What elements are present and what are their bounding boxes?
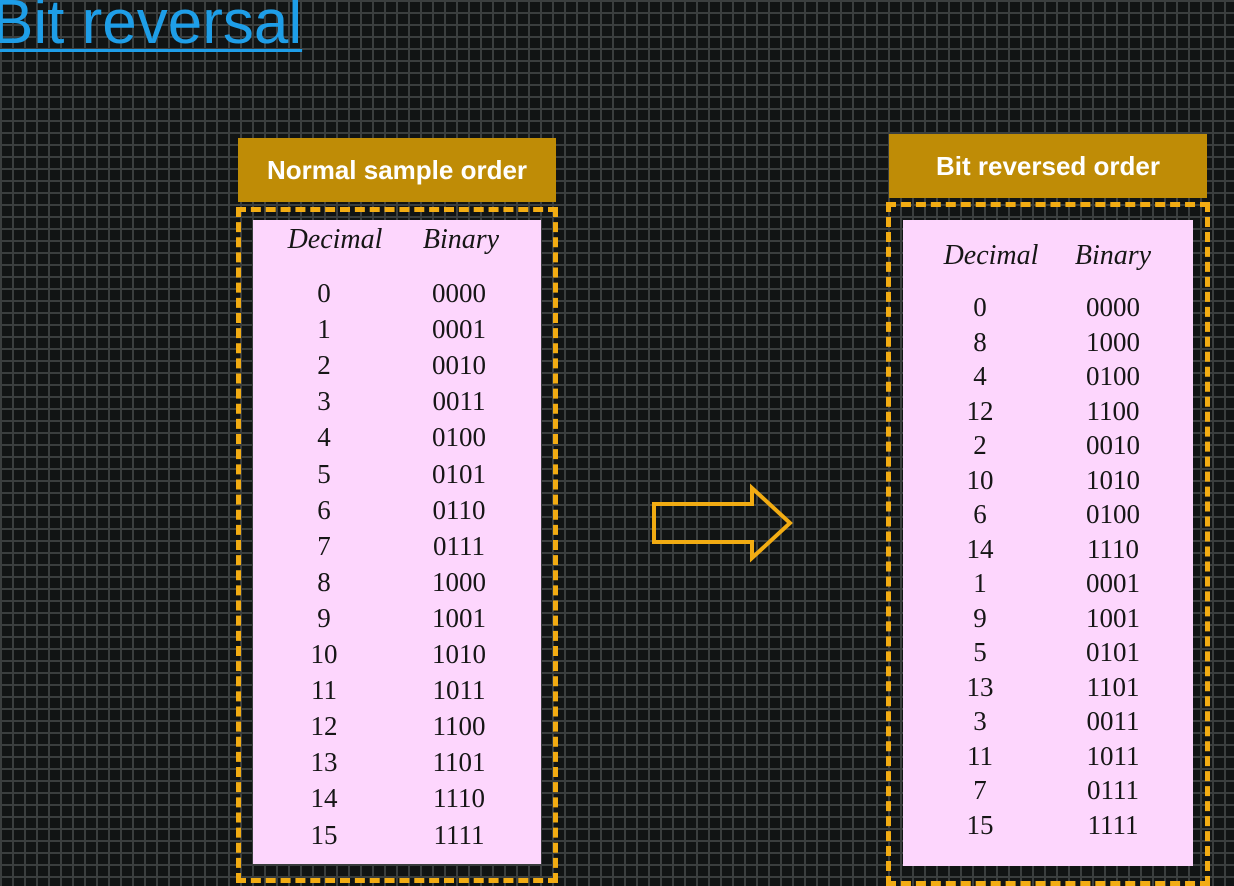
decimal-cell: 7 <box>317 530 331 561</box>
binary-cell: 1001 <box>1086 602 1140 633</box>
decimal-cell: 6 <box>973 499 987 529</box>
binary-cell: 1110 <box>433 783 485 814</box>
binary-cell: 1011 <box>432 675 486 706</box>
binary-cell: 1100 <box>1086 395 1140 426</box>
decimal-cell: 8 <box>317 566 331 597</box>
right-col-binary: Binary <box>1074 240 1152 271</box>
decimal-cell: 5 <box>317 458 331 489</box>
decimal-cell: 8 <box>973 326 987 357</box>
decimal-cell: 0 <box>973 292 987 322</box>
decimal-cell: 12 <box>310 711 338 742</box>
binary-cell: 0100 <box>1086 499 1140 529</box>
binary-cell: 1000 <box>432 566 486 597</box>
binary-cell: 1010 <box>432 639 486 669</box>
binary-cell: 1101 <box>432 747 486 778</box>
decimal-cell: 12 <box>966 395 994 426</box>
decimal-cell: 11 <box>967 740 993 771</box>
decimal-cell: 4 <box>317 422 331 453</box>
binary-cell: 0000 <box>1086 292 1140 322</box>
left-panel-header: Normal sample order <box>238 138 556 202</box>
binary-cell: 1110 <box>1087 533 1139 564</box>
binary-cell: 0001 <box>1086 568 1140 598</box>
decimal-cell: 10 <box>310 639 338 669</box>
decimal-cell: 15 <box>966 809 994 840</box>
left-col-decimal: Decimal <box>287 224 383 255</box>
binary-cell: 0011 <box>1086 706 1140 736</box>
binary-cell: 0101 <box>1086 637 1140 667</box>
decimal-cell: 15 <box>310 819 338 850</box>
binary-cell: 0010 <box>1086 430 1140 460</box>
right-table: Decimal Binary 0 0000 8 1000 4 0100 12 1100 2 001… <box>903 220 1193 866</box>
binary-cell: 0000 <box>432 278 486 308</box>
decimal-cell: 7 <box>973 775 987 805</box>
left-col-binary: Binary <box>422 224 500 255</box>
binary-cell: 1001 <box>432 602 486 633</box>
decimal-cell: 2 <box>973 430 987 460</box>
decimal-cell: 9 <box>317 602 331 633</box>
binary-cell: 0110 <box>432 494 486 525</box>
binary-cell: 0111 <box>433 530 485 561</box>
decimal-cell: 1 <box>973 568 987 598</box>
decimal-cell: 3 <box>317 386 331 417</box>
decimal-cell: 11 <box>311 675 337 706</box>
binary-cell: 1100 <box>432 711 486 742</box>
decimal-cell: 0 <box>317 278 331 308</box>
slide-title: Bit reversal <box>0 0 303 57</box>
binary-cell: 1010 <box>1086 464 1140 495</box>
decimal-cell: 14 <box>966 533 994 564</box>
binary-cell: 1111 <box>433 819 485 850</box>
decimal-cell: 9 <box>973 602 987 633</box>
binary-cell: 1011 <box>1086 740 1140 771</box>
decimal-cell: 2 <box>317 350 331 381</box>
binary-cell: 0101 <box>432 458 486 489</box>
decimal-cell: 10 <box>966 464 994 495</box>
binary-cell: 0111 <box>1087 775 1139 805</box>
decimal-cell: 4 <box>973 361 987 391</box>
decimal-cell: 6 <box>317 494 331 525</box>
binary-cell: 0100 <box>432 422 486 453</box>
binary-cell: 1101 <box>1086 671 1140 702</box>
binary-cell: 0010 <box>432 350 486 381</box>
binary-cell: 0011 <box>432 386 486 417</box>
binary-cell: 0100 <box>1086 361 1140 391</box>
decimal-cell: 14 <box>310 783 338 814</box>
decimal-cell: 13 <box>310 747 338 778</box>
binary-cell: 1111 <box>1087 809 1139 840</box>
binary-cell: 1000 <box>1086 326 1140 357</box>
binary-cell: 0001 <box>432 314 486 345</box>
decimal-cell: 5 <box>973 637 987 667</box>
decimal-cell: 13 <box>966 671 994 702</box>
left-table: Decimal Binary 0 0000 1 0001 2 0010 3 0011 4 0100… <box>253 220 541 864</box>
decimal-cell: 1 <box>317 314 331 345</box>
right-panel-header: Bit reversed order <box>889 134 1207 198</box>
right-col-decimal: Decimal <box>943 240 1039 271</box>
right-arrow-icon <box>652 483 793 563</box>
decimal-cell: 3 <box>973 706 987 736</box>
